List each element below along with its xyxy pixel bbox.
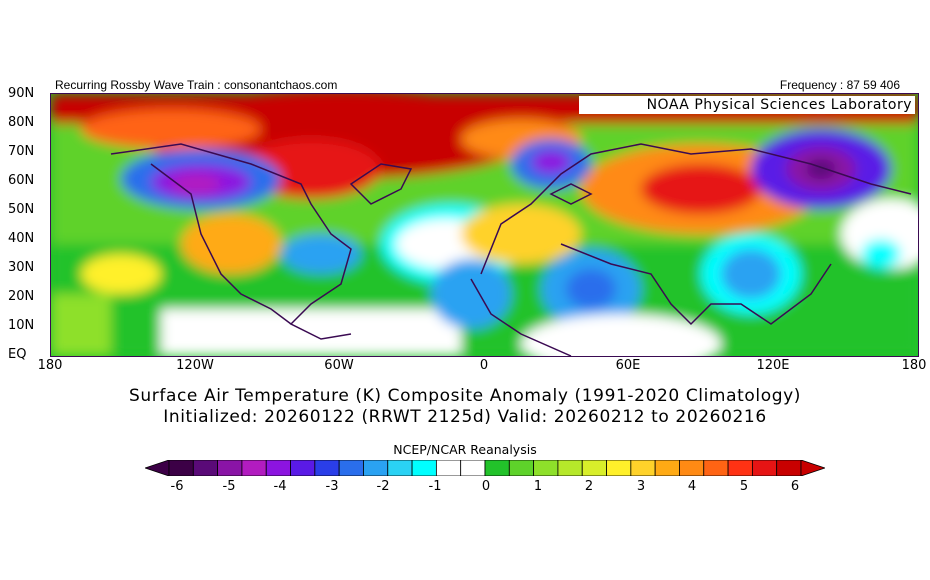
lat-label-eq: EQ <box>8 347 27 362</box>
colorbar-tick: 0 <box>481 479 491 494</box>
title-line-1: Surface Air Temperature (K) Composite An… <box>129 386 801 406</box>
colorbar-swatch <box>727 460 753 476</box>
colorbar-swatch <box>387 460 413 476</box>
lon-label-180w: 180 <box>37 358 63 373</box>
title-line-2: Initialized: 20260122 (RRWT 2125d) Valid… <box>163 407 767 427</box>
header-credit: Recurring Rossby Wave Train : consonantc… <box>55 78 338 92</box>
lat-label-60n: 60N <box>8 173 35 188</box>
colorbar-swatch <box>533 460 559 476</box>
lat-label-40n: 40N <box>8 231 35 246</box>
lat-label-50n: 50N <box>8 202 35 217</box>
colorbar-swatch <box>508 460 535 476</box>
colorbar-tick: -5 <box>222 479 236 494</box>
data-source: NCEP/NCAR Reanalysis <box>393 442 537 457</box>
colorbar-tick: -6 <box>170 479 184 494</box>
lon-label-0: 0 <box>479 358 489 373</box>
lab-label: NOAA Physical Sciences Laboratory <box>579 96 915 114</box>
colorbar-swatch <box>630 460 656 476</box>
colorbar-swatch <box>654 460 680 476</box>
colorbar-swatch <box>241 460 267 476</box>
lon-label-60w: 60W <box>324 358 354 373</box>
colorbar-tick: 2 <box>584 479 594 494</box>
lat-label-30n: 30N <box>8 260 35 275</box>
colorbar-tick: 5 <box>739 479 749 494</box>
colorbar-swatch <box>557 460 583 476</box>
colorbar-tick: 4 <box>687 479 697 494</box>
colorbar-swatch <box>435 460 462 476</box>
colorbar-swatch <box>581 460 607 476</box>
anomaly-field <box>51 94 918 356</box>
lat-label-80n: 80N <box>8 115 35 130</box>
colorbar-swatch <box>338 460 364 476</box>
lon-label-180e: 180 <box>901 358 927 373</box>
colorbar-arrow-high <box>800 460 825 476</box>
colorbar-tick: 3 <box>636 479 646 494</box>
colorbar-tick: -2 <box>376 479 390 494</box>
colorbar-tick: -3 <box>325 479 339 494</box>
lat-label-10n: 10N <box>8 318 35 333</box>
colorbar-swatch <box>363 460 389 476</box>
colorbar-swatch <box>751 460 778 476</box>
colorbar-swatch <box>679 460 705 476</box>
lat-label-90n: 90N <box>8 86 35 101</box>
colorbar-tick: 6 <box>790 479 800 494</box>
colorbar-tick: 1 <box>533 479 543 494</box>
lon-label-120e: 120E <box>756 358 790 373</box>
lat-label-20n: 20N <box>8 289 35 304</box>
colorbar-swatch <box>290 460 316 476</box>
colorbar-swatch <box>484 460 510 476</box>
colorbar-swatch <box>411 460 437 476</box>
colorbar-swatch <box>703 460 729 476</box>
lon-label-60e: 60E <box>615 358 641 373</box>
colorbar-swatch <box>217 460 243 476</box>
colorbar <box>145 460 825 476</box>
colorbar-swatch <box>606 460 632 476</box>
colorbar-arrow-low <box>145 460 170 476</box>
header-frequency: Frequency : 87 59 406 <box>779 78 900 92</box>
anomaly-map <box>50 93 919 357</box>
colorbar-swatch <box>776 460 802 476</box>
colorbar-swatch <box>192 460 219 476</box>
lat-label-70n: 70N <box>8 144 35 159</box>
colorbar-tick: -1 <box>428 479 442 494</box>
colorbar-swatch <box>265 460 291 476</box>
colorbar-swatch <box>460 460 486 476</box>
colorbar-tick: -4 <box>273 479 287 494</box>
lon-label-120w: 120W <box>176 358 214 373</box>
colorbar-swatch <box>168 460 194 476</box>
colorbar-swatch <box>314 460 340 476</box>
